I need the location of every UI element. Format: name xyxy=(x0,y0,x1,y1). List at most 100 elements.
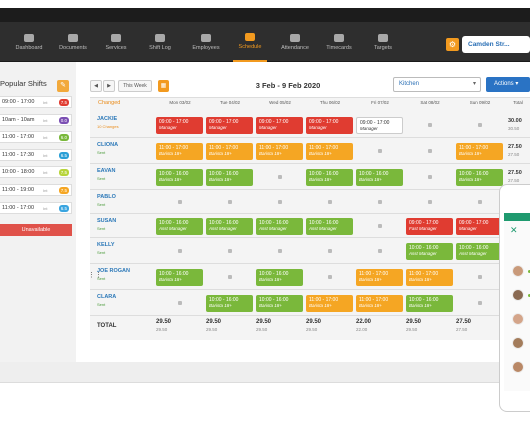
shift-block[interactable]: 10:00 - 16:00 Barista 18+ xyxy=(256,294,303,312)
lock-icon[interactable] xyxy=(328,200,332,204)
shift-block[interactable]: 11:00 - 17:00 Barista 18+ xyxy=(406,268,453,286)
day-header[interactable]: Tue 04/02 xyxy=(219,100,241,105)
employee-cell[interactable]: KELLY Sent xyxy=(97,242,115,255)
lock-icon[interactable] xyxy=(478,301,482,305)
shift-block[interactable]: 09:00 - 17:00 Fast Manager xyxy=(406,217,453,235)
day-header[interactable]: Wed 05/02 xyxy=(269,100,291,105)
lock-icon[interactable] xyxy=(228,249,232,253)
settings-gear-icon[interactable]: ⚙ xyxy=(446,38,459,51)
shift-block[interactable]: 11:00 - 17:00 Barista 18+ xyxy=(306,294,353,312)
employee-cell[interactable]: CLARA Sent xyxy=(97,294,116,307)
popular-shift-item[interactable]: 11:00 - 17:00 Int 6.5 xyxy=(0,202,72,214)
popular-shift-item[interactable]: 09:00 - 17:00 Int 7.5 xyxy=(0,96,72,108)
shift-block[interactable]: 10:00 - 16:00 Barista 18+ xyxy=(156,168,203,186)
shift-block[interactable]: 11:00 - 17:00 Barista 18+ xyxy=(156,142,203,160)
lock-icon[interactable] xyxy=(178,200,182,204)
shift-block[interactable]: 09:00 - 17:00 Manager xyxy=(156,116,203,134)
shift-block[interactable]: 09:00 - 17:00 Manager xyxy=(256,116,303,134)
popular-shift-item[interactable]: 11:00 - 17:00 Int 6.0 xyxy=(0,131,72,143)
shift-block[interactable]: 10:00 - 16:00 Barista 18+ xyxy=(456,168,503,186)
shift-block[interactable]: 10:00 - 16:00 Barista 18+ xyxy=(206,168,253,186)
close-icon[interactable]: ✕ xyxy=(510,225,518,235)
shift-block[interactable]: 10:00 - 16:00 Asst Manager xyxy=(206,217,253,235)
shift-block[interactable]: 09:00 - 17:00 Manager xyxy=(306,116,353,134)
lock-icon[interactable] xyxy=(278,249,282,253)
day-header[interactable]: Thu 06/02 xyxy=(319,100,341,105)
employee-name[interactable]: EAVAN xyxy=(97,168,116,174)
lock-icon[interactable] xyxy=(178,249,182,253)
shift-block[interactable]: 10:00 - 16:00 Asst Manager xyxy=(256,217,303,235)
employee-cell[interactable]: PABLO Sent xyxy=(97,194,116,207)
employee-cell[interactable]: EAVAN Sent xyxy=(97,168,115,181)
lock-icon[interactable] xyxy=(378,149,382,153)
lock-icon[interactable] xyxy=(428,200,432,204)
shift-block[interactable]: 09:00 - 17:00 Manager xyxy=(206,116,253,134)
lock-icon[interactable] xyxy=(178,301,182,305)
lock-icon[interactable] xyxy=(278,175,282,179)
shift-block[interactable]: 10:00 - 16:00 Barista 18+ xyxy=(406,294,453,312)
popular-shift-item[interactable]: 11:00 - 17:30 Int 6.5 xyxy=(0,149,72,161)
employee-cell[interactable]: SUSAN Sent xyxy=(97,218,116,231)
shift-block[interactable]: 11:00 - 17:00 Barista 18+ xyxy=(356,294,403,312)
employee-cell[interactable]: JOE ROGAN Sent xyxy=(97,268,130,281)
lock-icon[interactable] xyxy=(428,175,432,179)
location-select[interactable]: Camden Str... xyxy=(462,36,530,53)
lock-icon[interactable] xyxy=(228,200,232,204)
shift-block[interactable]: 10:00 - 16:00 Asst Manager xyxy=(306,217,353,235)
drag-handle-icon[interactable]: ⋮⋮ xyxy=(88,272,102,279)
calendar-icon[interactable]: ▦ xyxy=(158,80,169,92)
shift-block[interactable]: 09:00 - 17:00 Manager xyxy=(456,217,503,235)
actions-button[interactable]: Actions ▾ xyxy=(486,77,530,92)
lock-icon[interactable] xyxy=(428,123,432,127)
day-header[interactable]: Fri 07/02 xyxy=(371,100,389,105)
shift-block[interactable]: 10:00 - 16:00 Barista 18+ xyxy=(356,168,403,186)
day-header[interactable]: Sun 09/02 xyxy=(469,100,491,105)
lock-icon[interactable] xyxy=(428,149,432,153)
nav-documents[interactable]: Documents xyxy=(55,22,91,62)
shift-block[interactable]: 09:00 - 17:00 Manager xyxy=(356,116,403,134)
shift-block[interactable]: 10:00 - 16:00 Barista 18+ xyxy=(306,168,353,186)
employee-name[interactable]: KELLY xyxy=(97,242,115,248)
next-week-button[interactable]: ▶ xyxy=(103,80,115,92)
day-header[interactable]: Mon 03/02 xyxy=(169,100,191,105)
edit-pencil-icon[interactable]: ✎ xyxy=(57,80,69,92)
nav-schedule[interactable]: Schedule xyxy=(233,22,267,62)
lock-icon[interactable] xyxy=(378,200,382,204)
popular-shift-item[interactable]: 10am - 10am Int 0.0 xyxy=(0,114,72,126)
lock-icon[interactable] xyxy=(478,200,482,204)
employee-name[interactable]: JOE ROGAN xyxy=(97,268,131,274)
nav-targets[interactable]: Targets xyxy=(368,22,398,62)
shift-block[interactable]: 11:00 - 17:00 Barista 18+ xyxy=(206,142,253,160)
employee-name[interactable]: PABLO xyxy=(97,194,116,200)
popular-shift-item[interactable]: 11:00 - 19:00 Int 7.5 xyxy=(0,184,72,196)
changed-filter[interactable]: Changed xyxy=(98,100,121,106)
lock-icon[interactable] xyxy=(228,275,232,279)
nav-timecards[interactable]: Timecards xyxy=(321,22,357,62)
shift-block[interactable]: 11:00 - 17:00 Barista 18+ xyxy=(306,142,353,160)
department-select[interactable]: Kitchen ▾ xyxy=(393,77,481,92)
lock-icon[interactable] xyxy=(478,123,482,127)
employee-name[interactable]: JACKIE xyxy=(97,116,118,122)
employee-name[interactable]: CLIONA xyxy=(97,142,119,148)
this-week-button[interactable]: This Week xyxy=(118,80,152,92)
shift-block[interactable]: 11:00 - 17:00 Barista 18+ xyxy=(256,142,303,160)
employee-name[interactable]: CLARA xyxy=(97,294,117,300)
lock-icon[interactable] xyxy=(278,200,282,204)
day-header[interactable]: Sat 08/02 xyxy=(420,100,440,105)
lock-icon[interactable] xyxy=(328,275,332,279)
prev-week-button[interactable]: ◀ xyxy=(90,80,102,92)
shift-block[interactable]: 11:00 - 17:00 Barista 18+ xyxy=(456,142,503,160)
employee-cell[interactable]: CLIONA Sent xyxy=(97,142,118,155)
nav-dashboard[interactable]: Dashboard xyxy=(12,22,46,62)
nav-shift-log[interactable]: Shift Log xyxy=(145,22,175,62)
lock-icon[interactable] xyxy=(478,275,482,279)
popular-shift-item[interactable]: 10:00 - 18:00 Int 7.5 xyxy=(0,166,72,178)
employee-cell[interactable]: JACKIE 10 Changes xyxy=(97,116,119,129)
shift-block[interactable]: 10:00 - 16:00 Asst Manager xyxy=(456,242,503,260)
shift-block[interactable]: 10:00 - 16:00 Barista 18+ xyxy=(206,294,253,312)
lock-icon[interactable] xyxy=(378,224,382,228)
shift-block[interactable]: 10:00 - 16:00 Asst Manager xyxy=(156,217,203,235)
nav-employees[interactable]: Employees xyxy=(188,22,224,62)
shift-block[interactable]: 10:00 - 16:00 Barista 18+ xyxy=(256,268,303,286)
unavailable-button[interactable]: Unavailable xyxy=(0,224,72,236)
